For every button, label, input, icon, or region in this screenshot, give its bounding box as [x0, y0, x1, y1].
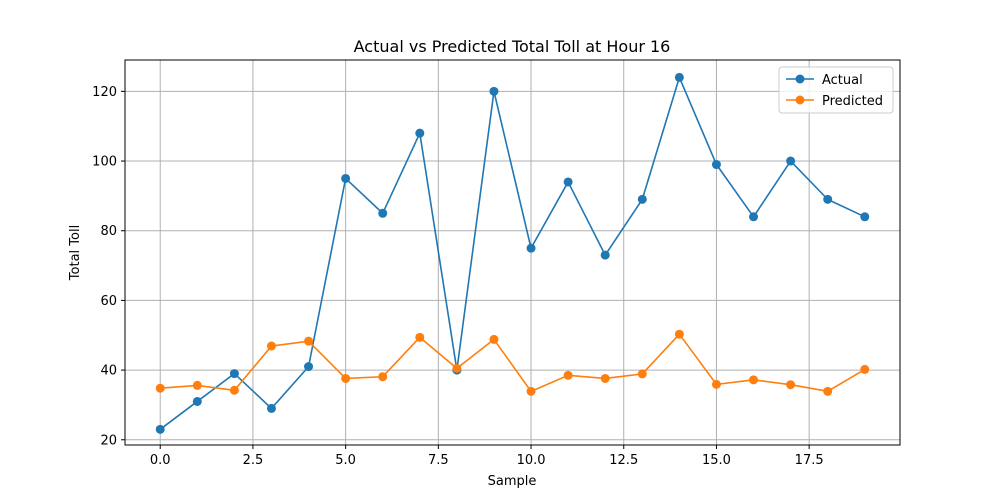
data-point-predicted: [266, 341, 276, 351]
data-point-actual: [749, 212, 759, 222]
y-tick-label: 120: [92, 85, 117, 100]
data-point-actual: [192, 396, 202, 406]
legend-marker-actual: [795, 74, 805, 84]
data-point-predicted: [823, 386, 833, 396]
data-point-actual: [341, 173, 351, 183]
data-point-predicted: [674, 329, 684, 339]
x-tick-label: 7.5: [428, 453, 449, 468]
legend-label-actual: Actual: [822, 73, 863, 88]
data-point-predicted: [378, 372, 388, 382]
grid: [125, 60, 900, 445]
data-point-predicted: [229, 385, 239, 395]
data-point-actual: [637, 194, 647, 204]
data-point-predicted: [192, 380, 202, 390]
data-point-actual: [526, 243, 536, 253]
data-point-actual: [600, 250, 610, 260]
data-point-predicted: [304, 336, 314, 346]
y-tick-label: 40: [100, 364, 117, 379]
series-predicted: [155, 329, 870, 396]
series-line-predicted: [160, 333, 866, 393]
data-point-actual: [674, 72, 684, 82]
data-point-actual: [786, 156, 796, 166]
x-tick-label: 5.0: [335, 453, 356, 468]
data-point-actual: [229, 369, 239, 379]
data-point-predicted: [711, 379, 721, 389]
data-point-predicted: [526, 386, 536, 396]
data-point-predicted: [155, 383, 165, 393]
data-point-predicted: [637, 369, 647, 379]
y-tick-label: 60: [100, 294, 117, 309]
legend: Actual Predicted: [778, 66, 894, 114]
x-tick-label: 12.5: [609, 453, 638, 468]
x-tick-label: 15.0: [702, 453, 731, 468]
data-point-actual: [489, 86, 499, 96]
data-point-actual: [563, 177, 573, 187]
series-line-actual: [159, 76, 866, 430]
x-axis-ticks: 0.0 2.5 5.0 7.5 10.0 12.5 15.0 17.5: [150, 445, 824, 468]
data-point-predicted: [749, 375, 759, 385]
data-point-actual: [304, 362, 314, 372]
series: [155, 72, 870, 434]
data-point-predicted: [489, 334, 499, 344]
data-point-predicted: [415, 332, 425, 342]
plot-frame: [124, 59, 901, 446]
y-tick-label: 100: [92, 155, 117, 170]
data-point-actual: [266, 403, 276, 413]
legend-marker-predicted: [795, 95, 805, 105]
data-point-actual: [823, 194, 833, 204]
data-point-actual: [155, 424, 165, 434]
data-point-actual: [415, 128, 425, 138]
data-point-actual: [860, 212, 870, 222]
legend-label-predicted: Predicted: [822, 94, 883, 109]
y-axis-label: Total Toll: [68, 225, 83, 281]
y-tick-label: 80: [100, 224, 117, 239]
x-tick-label: 17.5: [795, 453, 824, 468]
data-point-predicted: [860, 364, 870, 374]
y-axis-ticks: 20 40 60 80 100 120: [92, 85, 125, 448]
y-tick-label: 20: [100, 433, 117, 448]
data-point-actual: [711, 160, 721, 170]
data-point-predicted: [600, 373, 610, 383]
legend-item-actual: Actual: [786, 73, 863, 88]
x-axis-label: Sample: [488, 474, 537, 489]
x-tick-label: 10.0: [517, 453, 546, 468]
data-point-actual: [378, 208, 388, 218]
data-point-predicted: [563, 370, 573, 380]
legend-item-predicted: Predicted: [786, 94, 883, 109]
x-tick-label: 0.0: [150, 453, 171, 468]
data-point-predicted: [786, 380, 796, 390]
x-tick-label: 2.5: [243, 453, 264, 468]
series-actual: [155, 72, 870, 434]
chart-title: Actual vs Predicted Total Toll at Hour 1…: [354, 37, 671, 56]
data-point-predicted: [341, 373, 351, 383]
data-point-predicted: [452, 363, 462, 373]
